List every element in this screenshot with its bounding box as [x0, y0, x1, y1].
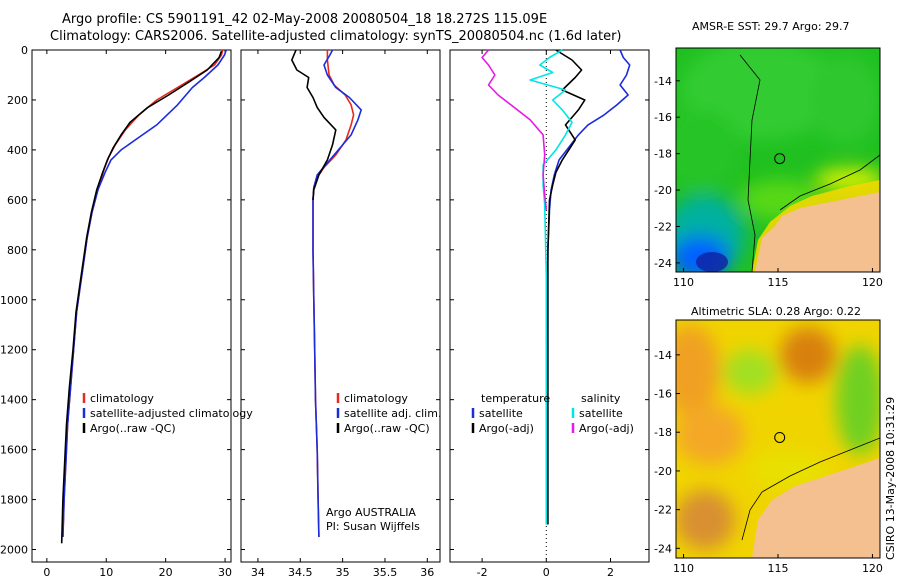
y-tick-label: -22 [654, 504, 672, 517]
x-tick-label: 2 [607, 566, 614, 579]
x-tick-label: 0 [543, 566, 550, 579]
y-tick-label: -14 [654, 349, 672, 362]
legend-label: climatology [344, 392, 408, 405]
float-position-marker [774, 153, 786, 165]
figure-title-line1: Argo profile: CS 5901191_42 02-May-2008 … [62, 12, 548, 27]
plot-frame [449, 49, 650, 563]
y-tick-label: -16 [654, 388, 672, 401]
chart-temperature: 0 10 20 30 0 200 400 600 800 1000 1200 1400 1600 1800… [0, 44, 253, 579]
y-tick-label: 1200 [0, 344, 28, 357]
y-tick-label: -24 [654, 257, 672, 270]
series-line-blue [312, 49, 363, 538]
y-tick-label: 0 [21, 44, 28, 57]
x-tick-label: 10 [99, 566, 113, 579]
plot-frame [240, 49, 441, 563]
y-tick-label: 1800 [0, 494, 28, 507]
map-sla_map: 110 115 120 -14 -16 -18 -20 -22 -24 [654, 319, 883, 575]
x-tick-label: 115 [768, 562, 789, 575]
x-tick-label: 36 [420, 566, 434, 579]
legend-label: satellite-adjusted climatology [90, 407, 253, 420]
series-line-blue [62, 49, 227, 538]
y-tick-label: -22 [654, 220, 672, 233]
y-tick-label: 800 [7, 244, 28, 257]
series-line-blue [545, 49, 631, 525]
x-tick-label: 34.5 [288, 566, 313, 579]
float-position-marker [774, 431, 786, 443]
map-sst_map: 110 115 120 -14 -16 -18 -20 -22 -24 [654, 47, 883, 289]
y-tick-label: 600 [7, 194, 28, 207]
legend-label: Argo(..raw -QC) [344, 422, 430, 435]
y-tick-label: 1600 [0, 444, 28, 457]
sla-map-field [676, 320, 880, 558]
sst-map-field [676, 48, 880, 272]
legend-label: Argo(-adj) [479, 422, 534, 435]
series-line-black [547, 49, 586, 525]
x-tick-label: 120 [862, 276, 883, 289]
x-tick-label: 35.5 [373, 566, 398, 579]
figure-title-line2: Climatology: CARS2006. Satellite-adjuste… [50, 29, 622, 44]
y-tick-label: -16 [654, 111, 672, 124]
y-tick-label: 2000 [0, 544, 28, 557]
sst-map-title: AMSR-E SST: 29.7 Argo: 29.7 [692, 20, 850, 33]
legend-label: satellite [579, 407, 623, 420]
plot-frame [31, 49, 232, 563]
x-tick-label: 30 [218, 566, 232, 579]
x-tick-label: 115 [768, 276, 789, 289]
series-line-red [312, 50, 355, 538]
series-line-red [62, 49, 224, 538]
series-line-black [290, 49, 337, 200]
annotation-text: PI: Susan Wijffels [326, 520, 420, 533]
legend-label: climatology [90, 392, 154, 405]
y-tick-label: 200 [7, 94, 28, 107]
x-tick-label: 0 [43, 566, 50, 579]
x-tick-label: -2 [477, 566, 488, 579]
y-tick-label: 1400 [0, 394, 28, 407]
y-tick-label: -24 [654, 542, 672, 555]
legend-label: satellite [479, 407, 523, 420]
legend-heading: salinity [581, 392, 621, 405]
legend-heading: temperature [481, 392, 550, 405]
y-tick-label: -18 [654, 426, 672, 439]
legend-label: Argo(-adj) [579, 422, 634, 435]
chart-salinity: 3434.53535.536salinityclimatologysatelli… [240, 49, 441, 579]
y-tick-label: -20 [654, 184, 672, 197]
y-tick-label: -18 [654, 148, 672, 161]
sla-map-title: Altimetric SLA: 0.28 Argo: 0.22 [691, 305, 862, 318]
x-tick-label: 110 [673, 276, 694, 289]
legend-label: Argo(..raw -QC) [90, 422, 176, 435]
series-line-cyan [529, 49, 573, 525]
chart-difference: -202difference from climatologytemperatu… [449, 49, 650, 579]
y-tick-label: 1000 [0, 294, 28, 307]
annotation-text: Argo AUSTRALIA [326, 506, 416, 519]
series-line-black [60, 50, 223, 544]
x-tick-label: 110 [673, 562, 694, 575]
x-tick-label: 35 [336, 566, 350, 579]
x-tick-label: 34 [251, 566, 265, 579]
x-tick-label: 20 [159, 566, 173, 579]
y-tick-label: -20 [654, 465, 672, 478]
x-tick-label: 120 [862, 562, 883, 575]
series-line-magenta [481, 49, 548, 210]
y-tick-label: -14 [654, 75, 672, 88]
legend-label: satellite adj. clim. [344, 407, 441, 420]
y-tick-label: 400 [7, 144, 28, 157]
